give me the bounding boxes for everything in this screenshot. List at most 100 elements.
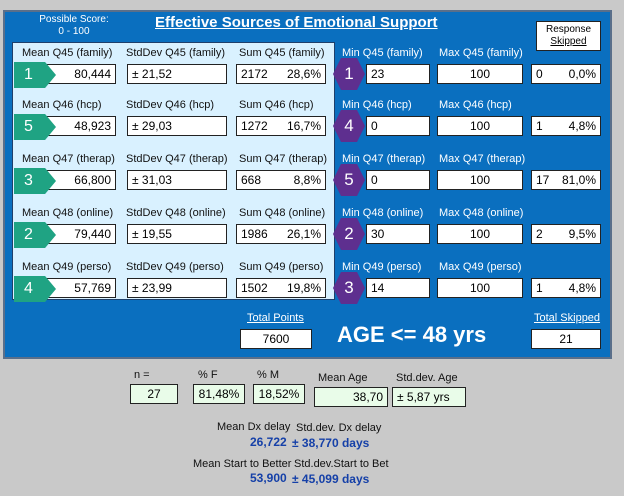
sum-label: Sum Q47 (therap) [239, 153, 328, 165]
max-label: Max Q47 (therap) [439, 153, 526, 165]
skipped-count: 1 [536, 119, 543, 133]
skipped-percent: 0,0% [568, 67, 596, 81]
mean-label: Mean Q47 (therap) [22, 153, 115, 165]
male-pct-field[interactable]: 18,52% [253, 384, 305, 404]
mean-label: Mean Q48 (online) [22, 207, 114, 219]
dx-delay-sd-label: Std.dev. Dx delay [296, 422, 382, 434]
sum-value: 2172 [241, 67, 268, 81]
possible-score-line1: Possible Score: [39, 14, 109, 25]
sum-value: 1986 [241, 227, 268, 241]
min-field[interactable]: 23 [366, 64, 430, 84]
sum-label: Sum Q46 (hcp) [239, 99, 314, 111]
min-rank-hexagon-icon: 5 [333, 164, 365, 196]
stddev-label: StdDev Q48 (online) [126, 207, 226, 219]
sum-percent: 28,6% [286, 67, 321, 81]
min-field[interactable]: 14 [366, 278, 430, 298]
sum-label: Sum Q45 (family) [239, 47, 325, 59]
skipped-field[interactable]: 2 9,5% [531, 224, 601, 244]
sum-value: 668 [241, 173, 262, 187]
female-pct-label: % F [198, 369, 218, 381]
stddev-field[interactable]: ± 29,03 [127, 116, 227, 136]
stddev-label: StdDev Q45 (family) [126, 47, 226, 59]
total-skipped-field[interactable]: 21 [531, 329, 601, 349]
sum-label: Sum Q49 (perso) [239, 261, 324, 273]
max-label: Max Q48 (online) [439, 207, 524, 219]
max-label: Max Q49 (perso) [439, 261, 522, 273]
skipped-field[interactable]: 0 0,0% [531, 64, 601, 84]
skipped-field[interactable]: 1 4,8% [531, 278, 601, 298]
skipped-count: 17 [536, 173, 550, 187]
possible-score-line2: 0 - 100 [58, 26, 90, 37]
skipped-percent: 4,8% [568, 119, 596, 133]
sum-percent: 8,8% [293, 173, 321, 187]
skipped-percent: 9,5% [568, 227, 596, 241]
mean-label: Mean Q46 (hcp) [22, 99, 102, 111]
start-better-label: Mean Start to Better [193, 458, 292, 470]
min-label: Min Q46 (hcp) [342, 99, 412, 111]
sum-percent: 19,8% [286, 281, 321, 295]
skipped-percent: 81,0% [561, 173, 596, 187]
response-skipped-header: Response Skipped [536, 21, 601, 51]
min-field[interactable]: 0 [366, 170, 430, 190]
mean-age-label: Mean Age [318, 372, 368, 384]
sum-field[interactable]: 1502 19,8% [236, 278, 326, 298]
stddev-field[interactable]: ± 21,52 [127, 64, 227, 84]
stddev-label: StdDev Q47 (therap) [126, 153, 228, 165]
mean-age-field[interactable]: 38,70 [314, 387, 388, 407]
skipped-label: Skipped [550, 36, 587, 47]
min-field[interactable]: 0 [366, 116, 430, 136]
min-rank-hexagon-icon: 3 [333, 272, 365, 304]
n-label: n = [134, 369, 150, 381]
dx-delay-sd-value: ± 38,770 days [292, 436, 370, 450]
start-better-sd-value: ± 45,099 days [292, 472, 370, 486]
stddev-label: StdDev Q49 (perso) [126, 261, 224, 273]
possible-score-note: Possible Score: 0 - 100 [20, 14, 128, 38]
mean-label: Mean Q49 (perso) [22, 261, 112, 273]
total-skipped-label: Total Skipped [534, 312, 601, 324]
skipped-percent: 4,8% [568, 281, 596, 295]
age-filter-title: AGE <= 48 yrs [337, 322, 487, 347]
skipped-field[interactable]: 1 4,8% [531, 116, 601, 136]
sum-field[interactable]: 2172 28,6% [236, 64, 326, 84]
min-label: Min Q47 (therap) [342, 153, 426, 165]
dx-delay-value: 26,722 [250, 435, 287, 449]
min-field[interactable]: 30 [366, 224, 430, 244]
start-better-sd-label: Std.dev.Start to Bet [294, 458, 389, 470]
sum-field[interactable]: 1986 26,1% [236, 224, 326, 244]
start-better-value: 53,900 [250, 471, 287, 485]
mean-label: Mean Q45 (family) [22, 47, 113, 59]
min-label: Min Q45 (family) [342, 47, 423, 59]
min-label: Min Q48 (online) [342, 207, 424, 219]
sum-value: 1502 [241, 281, 268, 295]
max-field[interactable]: 100 [437, 170, 523, 190]
stddev-field[interactable]: ± 23,99 [127, 278, 227, 298]
min-rank-hexagon-icon: 2 [333, 218, 365, 250]
male-pct-label: % M [257, 369, 279, 381]
min-label: Min Q49 (perso) [342, 261, 422, 273]
max-field[interactable]: 100 [437, 278, 523, 298]
skipped-count: 1 [536, 281, 543, 295]
total-points-label: Total Points [247, 312, 304, 324]
n-field[interactable]: 27 [130, 384, 178, 404]
skipped-count: 0 [536, 67, 543, 81]
dx-delay-label: Mean Dx delay [217, 421, 291, 433]
skipped-field[interactable]: 17 81,0% [531, 170, 601, 190]
sum-field[interactable]: 1272 16,7% [236, 116, 326, 136]
stddev-field[interactable]: ± 31,03 [127, 170, 227, 190]
stddev-label: StdDev Q46 (hcp) [126, 99, 215, 111]
max-field[interactable]: 100 [437, 116, 523, 136]
sum-field[interactable]: 668 8,8% [236, 170, 326, 190]
sd-age-label: Std.dev. Age [396, 372, 458, 384]
total-points-field[interactable]: 7600 [240, 329, 312, 349]
sum-value: 1272 [241, 119, 268, 133]
female-pct-field[interactable]: 81,48% [193, 384, 245, 404]
max-field[interactable]: 100 [437, 64, 523, 84]
skipped-count: 2 [536, 227, 543, 241]
max-field[interactable]: 100 [437, 224, 523, 244]
sum-percent: 16,7% [286, 119, 321, 133]
stddev-field[interactable]: ± 19,55 [127, 224, 227, 244]
sd-age-field[interactable]: ± 5,87 yrs [392, 387, 466, 407]
sum-percent: 26,1% [286, 227, 321, 241]
response-label: Response [545, 24, 592, 35]
page-title: Effective Sources of Emotional Support [155, 14, 438, 31]
